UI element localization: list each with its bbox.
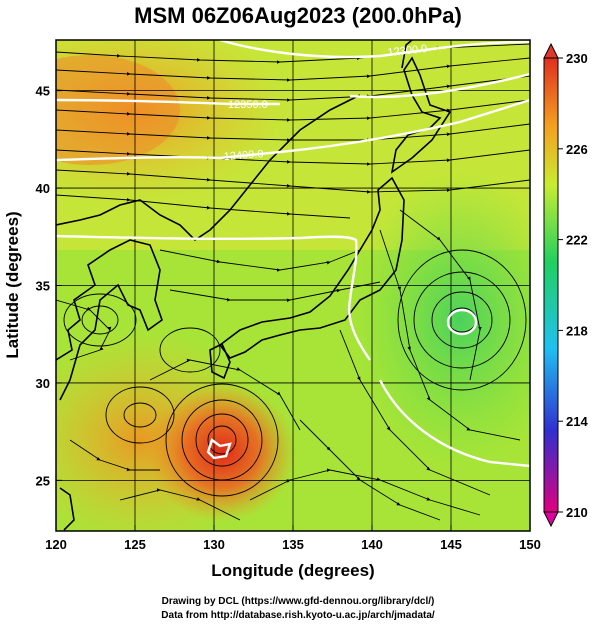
vortex-east-ring-4 <box>397 249 527 391</box>
streamline-jet-7 <box>56 169 530 194</box>
field-hot-typhoon <box>147 382 297 522</box>
x-tick-label-120: 120 <box>45 537 67 552</box>
streamline-jet-6 <box>56 149 530 166</box>
streamline-jet-3 <box>56 75 530 102</box>
x-tick-label-145: 145 <box>440 537 462 552</box>
contour-typhoon <box>206 438 232 460</box>
coast-taiwan <box>59 487 75 531</box>
colorbar-label-218: 218 <box>566 323 588 338</box>
vortex-southwest-ring-2 <box>105 386 175 444</box>
streamline-east-3 <box>339 329 491 496</box>
colorbar: 230 226 222 218 214 210 <box>543 42 588 528</box>
contour-12350 <box>56 72 530 106</box>
y-tick-label-35: 35 <box>36 279 50 294</box>
streamline-jet-5 <box>56 123 530 142</box>
y-tick-label-40: 40 <box>36 181 50 196</box>
streamline-mid-4 <box>149 358 301 431</box>
footer-line-1: Drawing by DCL (https://www.gfd-dennou.o… <box>162 596 435 607</box>
streamline-south-3 <box>69 439 160 472</box>
colorbar-label-226: 226 <box>566 142 588 157</box>
field-cool-east <box>350 170 530 470</box>
contour-label-12350: 12350.0 <box>228 99 268 111</box>
streamline-east-1 <box>399 209 482 381</box>
colorbar-bottom-arrow <box>543 511 559 528</box>
streamline-east-2 <box>379 229 521 441</box>
height-contours <box>56 40 530 468</box>
contour-12300 <box>219 40 530 59</box>
colorbar-label-230: 230 <box>566 51 588 66</box>
contour-east-south <box>378 379 530 468</box>
x-axis-label: Longitude (degrees) <box>211 561 374 580</box>
y-axis-ticks: 25 30 35 40 45 <box>36 84 62 488</box>
streamline-south-2 <box>119 488 241 521</box>
streamline-jet-4 <box>56 99 530 122</box>
vortex-west-ring-1 <box>81 305 119 335</box>
streamline-southeast <box>249 468 481 516</box>
y-tick-label-25: 25 <box>36 473 50 488</box>
vortex-southwest-ring-1 <box>123 402 157 428</box>
contour-east-low <box>446 308 478 336</box>
coast-honshu <box>218 176 405 359</box>
y-tick-label-45: 45 <box>36 84 50 99</box>
vortex-east-ring-2 <box>431 291 493 349</box>
vortex-east-ring-3 <box>413 271 511 369</box>
vortex-typhoon-ring-1 <box>207 425 237 455</box>
streamline-mid-3 <box>56 299 112 361</box>
contour-label-12400: 12400.0 <box>223 148 264 163</box>
chart-title: MSM 06Z06Aug2023 (200.0hPa) <box>134 3 462 28</box>
vortex-typhoon-ring-3 <box>181 399 263 481</box>
streamline-mid-2 <box>169 281 381 303</box>
colorbar-ticks: 230 226 222 218 214 210 <box>558 51 588 520</box>
vortex-center-ring <box>159 327 221 373</box>
x-tick-label-130: 130 <box>203 537 225 552</box>
x-tick-label-150: 150 <box>519 537 541 552</box>
colorbar-label-214: 214 <box>566 414 588 429</box>
colorbar-body <box>543 57 559 513</box>
y-tick-label-30: 30 <box>36 376 50 391</box>
x-tick-label-140: 140 <box>361 537 383 552</box>
plot-area <box>56 40 530 531</box>
contour-label-12300: 12300.0 <box>387 43 428 59</box>
contour-12400 <box>56 98 530 162</box>
vortex-typhoon-ring-4 <box>165 383 279 497</box>
colorbar-label-222: 222 <box>566 233 588 248</box>
streamline-jet-2 <box>56 57 530 82</box>
vortex-typhoon-ring-2 <box>195 413 249 467</box>
contour-jet-south <box>56 234 371 361</box>
streamline-jet-8 <box>56 194 351 219</box>
y-axis-label: Latitude (degrees) <box>3 211 22 358</box>
vortex-west-ring-2 <box>63 293 137 347</box>
streamline-mid-1 <box>159 249 361 272</box>
footer-line-2: Data from http://database.rish.kyoto-u.a… <box>161 610 435 621</box>
x-tick-label-135: 135 <box>282 537 304 552</box>
colorbar-top-arrow <box>543 42 559 59</box>
x-axis-ticks: 120 125 130 135 140 145 150 <box>45 525 541 552</box>
colorbar-label-210: 210 <box>566 505 588 520</box>
x-tick-label-125: 125 <box>124 537 146 552</box>
